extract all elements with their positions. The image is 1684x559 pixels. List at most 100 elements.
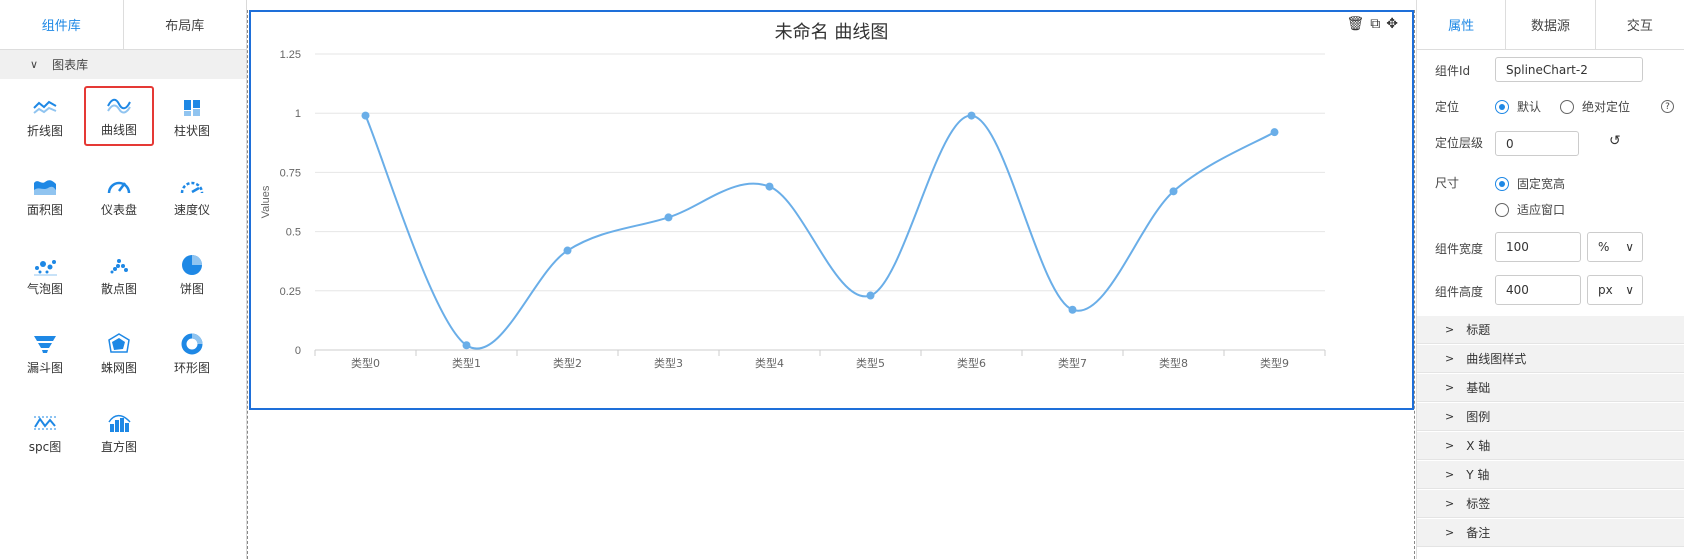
size-radio-fixed[interactable]: 固定宽高: [1495, 175, 1565, 192]
section-spline-style[interactable]: > 曲线图样式: [1417, 345, 1684, 373]
palette-item-area[interactable]: 面积图: [10, 166, 80, 226]
palette-item-gauge[interactable]: 仪表盘: [84, 166, 154, 226]
section-legend[interactable]: > 图例: [1417, 403, 1684, 431]
palette-item-label: 曲线图: [100, 122, 137, 137]
x-tick-label: 类型6: [957, 356, 986, 370]
x-tick-label: 类型8: [1159, 356, 1188, 370]
tab-component-library[interactable]: 组件库: [0, 0, 124, 49]
scatter-chart-icon: [110, 258, 128, 273]
section-basic[interactable]: > 基础: [1417, 374, 1684, 402]
radio-icon[interactable]: [1495, 176, 1509, 191]
radar-chart-icon: [108, 332, 130, 353]
palette-item-bar[interactable]: 柱状图: [157, 87, 227, 147]
right-tabs: 属性 数据源 交互: [1417, 0, 1684, 50]
palette-item-histogram[interactable]: 直方图: [84, 403, 154, 463]
chevron-right-icon: >: [1445, 439, 1455, 452]
move-icon[interactable]: ✥: [1386, 16, 1398, 32]
width-unit-select[interactable]: % ∨: [1587, 232, 1643, 262]
position-radio-default[interactable]: 默认: [1495, 98, 1541, 115]
x-tick-label: 类型3: [654, 356, 683, 370]
chevron-right-icon: >: [1445, 381, 1455, 394]
component-id-label: 组件Id: [1435, 64, 1471, 78]
size-radio-fit[interactable]: 适应窗口: [1495, 201, 1565, 218]
palette-item-spline[interactable]: 曲线图: [84, 86, 154, 146]
data-point: [664, 213, 673, 222]
x-tick-label: 类型2: [553, 356, 582, 370]
width-unit-value: %: [1598, 240, 1610, 254]
palette-item-scatter[interactable]: 散点图: [84, 245, 154, 305]
section-y-axis[interactable]: > Y 轴: [1417, 461, 1684, 489]
width-field[interactable]: 100: [1495, 232, 1581, 262]
line-chart-icon: [33, 100, 57, 114]
palette-item-label: 面积图: [26, 202, 63, 217]
palette-item-speedometer[interactable]: 速度仪: [157, 166, 227, 226]
section-title[interactable]: > 标题: [1417, 316, 1684, 344]
height-field[interactable]: 400: [1495, 275, 1581, 305]
palette-item-pie[interactable]: 饼图: [157, 245, 227, 305]
z-index-field[interactable]: 0: [1495, 131, 1579, 156]
data-point: [462, 341, 471, 350]
data-point: [1068, 305, 1077, 314]
height-value: 400: [1506, 283, 1529, 297]
palette-item-spc[interactable]: spc图: [10, 403, 80, 463]
canvas-guide-left: [247, 10, 248, 559]
width-label: 组件宽度: [1435, 242, 1484, 256]
height-unit-select[interactable]: px ∨: [1587, 275, 1643, 305]
section-label: X 轴: [1466, 439, 1491, 453]
position-option-absolute: 绝对定位: [1582, 100, 1631, 114]
size-option-fit: 适应窗口: [1517, 203, 1566, 217]
x-tick-label: 类型1: [452, 356, 481, 370]
radio-icon[interactable]: [1560, 99, 1574, 114]
chevron-down-icon: ∨: [1625, 240, 1634, 254]
palette-item-funnel[interactable]: 漏斗图: [10, 324, 80, 384]
palette-item-donut[interactable]: 环形图: [157, 324, 227, 384]
copy-icon[interactable]: ⧉: [1370, 16, 1381, 32]
histogram-icon: [108, 414, 131, 432]
palette-item-label: 饼图: [179, 281, 204, 296]
data-point: [563, 246, 572, 255]
spline-chart-widget[interactable]: 0 0.25 0.5 0.75 1 1.25 类型0 类型1 类型2 类型3 类型4 类型5 类型6 类型…: [249, 10, 1414, 410]
palette-item-label: 气泡图: [26, 281, 63, 296]
position-radio-absolute[interactable]: 绝对定位: [1560, 98, 1630, 115]
x-tick-label: 类型7: [1058, 356, 1087, 370]
y-tick-label: 0.5: [286, 227, 301, 239]
radio-icon[interactable]: [1495, 202, 1509, 217]
chevron-down-icon: ∨: [1625, 283, 1634, 297]
section-notes[interactable]: > 备注: [1417, 519, 1684, 547]
palette-item-radar[interactable]: 蛛网图: [84, 324, 154, 384]
x-tick-label: 类型4: [755, 356, 784, 370]
section-labels[interactable]: > 标签: [1417, 490, 1684, 518]
x-tick-label: 类型9: [1260, 356, 1289, 370]
tab-interaction[interactable]: 交互: [1626, 19, 1653, 34]
area-chart-icon: [34, 179, 56, 195]
section-label: 备注: [1466, 526, 1491, 540]
chart-library-header[interactable]: ∨ 图表库: [0, 50, 246, 79]
component-id-field[interactable]: SplineChart-2: [1495, 57, 1643, 82]
palette-item-label: 仪表盘: [100, 202, 137, 217]
chevron-right-icon: >: [1445, 323, 1455, 336]
widget-toolbar: 🗑 ⧉ ✥: [1346, 16, 1398, 32]
tab-properties[interactable]: 属性: [1417, 0, 1507, 49]
section-x-axis[interactable]: > X 轴: [1417, 432, 1684, 460]
palette-item-label: 漏斗图: [26, 360, 63, 375]
reset-icon[interactable]: ↺: [1609, 133, 1621, 149]
radio-icon[interactable]: [1495, 99, 1509, 114]
palette-item-label: 直方图: [100, 439, 137, 454]
chart-palette: 折线图 曲线图 柱状图 面积图 仪表盘 速度仪 气泡图 散: [0, 79, 246, 559]
z-index-label: 定位层级: [1435, 136, 1484, 150]
palette-item-label: spc图: [28, 439, 62, 454]
canvas-guide-right: [1414, 10, 1415, 559]
help-icon[interactable]: ?: [1661, 100, 1674, 113]
palette-item-line[interactable]: 折线图: [10, 87, 80, 147]
spc-chart-icon: [34, 416, 56, 429]
design-canvas[interactable]: 0 0.25 0.5 0.75 1 1.25 类型0 类型1 类型2 类型3 类型4 类型5 类型6 类型…: [247, 0, 1415, 559]
palette-item-label: 蛛网图: [100, 360, 137, 375]
series-line: [364, 114, 1276, 350]
tab-layout-library[interactable]: 布局库: [165, 19, 205, 34]
data-point: [361, 111, 370, 120]
y-axis-label: Values: [260, 185, 272, 218]
palette-item-bubble[interactable]: 气泡图: [10, 245, 80, 305]
chart-library-label: 图表库: [52, 58, 89, 72]
tab-data-source[interactable]: 数据源: [1506, 0, 1596, 49]
trash-icon[interactable]: 🗑: [1346, 16, 1365, 32]
